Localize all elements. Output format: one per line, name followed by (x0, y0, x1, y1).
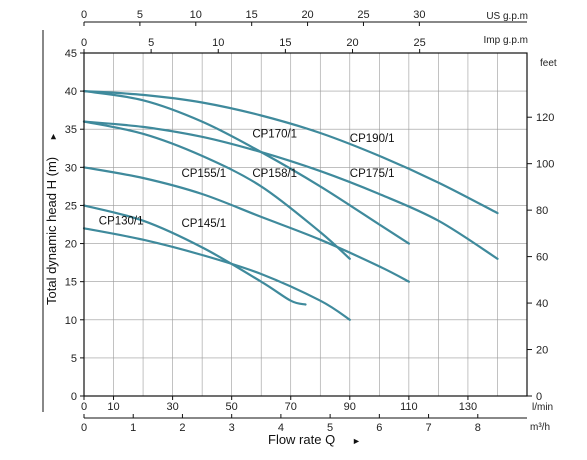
us-gpm-tick-label: 10 (190, 9, 202, 21)
feet-tick-label: 120 (536, 112, 554, 124)
imp-gpm-tick-label: 25 (414, 37, 426, 49)
curve-label: CP175/1 (350, 168, 395, 180)
curve-cp190-1 (82, 90, 499, 215)
curve-cp158-1 (82, 120, 351, 260)
y-tick-label: 20 (65, 239, 77, 251)
us-gpm-unit-label: US g.p.m (486, 11, 528, 22)
y-tick-label: 35 (65, 124, 77, 136)
us-gpm-tick-label: 25 (357, 9, 369, 21)
curve-labels: CP130/1 CP145/1 CP155/1 CP158/1 CP170/1 CP175… (99, 129, 395, 230)
x-tick-label: 110 (400, 401, 418, 413)
curve-cp155-1 (82, 166, 410, 283)
x-tick-label: 90 (344, 401, 356, 413)
plot-frame (83, 52, 528, 397)
m3h-tick-label: 6 (376, 422, 382, 434)
imp-gpm-unit-label: Imp g.p.m (484, 35, 528, 46)
m3h-tick-label: 1 (130, 422, 136, 434)
x-tick-label: 30 (166, 401, 178, 413)
x-axis-title: Flow rate Q ► (268, 432, 361, 447)
us-gpm-tick-label: 5 (137, 9, 143, 21)
us-gpm-tick-label: 20 (301, 9, 313, 21)
y-axis-title: Total dynamic head H (m) ► (44, 132, 59, 305)
m3h-tick-label: 8 (475, 422, 481, 434)
y-tick-label: 25 (65, 200, 77, 212)
feet-tick-label: 60 (536, 252, 548, 264)
curve-cp175-1 (82, 120, 499, 260)
y-tick-label: 5 (71, 353, 77, 365)
feet-tick-label: 80 (536, 205, 548, 217)
y-tick-label: 10 (65, 315, 77, 327)
us-gpm-tick-label: 30 (413, 9, 425, 21)
imp-gpm-tick-label: 20 (346, 37, 358, 49)
x-tick-label: 50 (226, 401, 238, 413)
y-axis-arrow-icon: ► (48, 132, 58, 141)
feet-unit-label: feet (540, 58, 557, 69)
plot-border (83, 52, 528, 397)
imp-gpm-tick-label: 10 (212, 37, 224, 49)
pump-curves (82, 90, 499, 321)
y-tick-label: 15 (65, 277, 77, 289)
m3h-tick-label: 7 (425, 422, 431, 434)
curve-label: CP155/1 (181, 168, 226, 180)
x-tick-label: 70 (285, 401, 297, 413)
feet-tick-label: 40 (536, 298, 548, 310)
curve-label: CP170/1 (252, 129, 297, 141)
m3h-unit-label: m³/h (530, 422, 550, 433)
x-tick-label: 10 (107, 401, 119, 413)
m3h-tick-label: 2 (179, 422, 185, 434)
x-axis-arrow-icon: ► (352, 436, 361, 446)
curve-label: CP130/1 (99, 216, 144, 228)
y-tick-label: 40 (65, 86, 77, 98)
x-tick-label: 130 (459, 401, 477, 413)
x-tick-label: 0 (81, 401, 87, 413)
m3h-tick-label: 3 (229, 422, 235, 434)
feet-tick-label: 100 (536, 159, 554, 171)
curve-label: CP190/1 (350, 133, 395, 145)
curve-cp145-1 (82, 227, 351, 321)
y-tick-label: 0 (71, 391, 77, 403)
curve-label: CP145/1 (181, 218, 226, 230)
m3h-tick-label: 5 (327, 422, 333, 434)
x-axis-title-text: Flow rate Q (268, 432, 335, 447)
m3h-tick-label: 4 (278, 422, 284, 434)
feet-tick-label: 20 (536, 345, 548, 357)
y-axis-title-text: Total dynamic head H (m) (44, 157, 59, 305)
y-tick-label: 30 (65, 162, 77, 174)
lmin-unit-label: l/min (532, 402, 553, 413)
grid (84, 53, 527, 396)
y-tick-label: 45 (65, 48, 77, 60)
feet-tick-label: 0 (536, 391, 542, 403)
us-gpm-tick-label: 0 (81, 9, 87, 21)
imp-gpm-tick-label: 5 (148, 37, 154, 49)
imp-gpm-tick-label: 0 (81, 37, 87, 49)
curve-label: CP158/1 (252, 168, 297, 180)
imp-gpm-tick-label: 15 (279, 37, 291, 49)
m3h-tick-label: 0 (81, 422, 87, 434)
us-gpm-tick-label: 15 (246, 9, 258, 21)
